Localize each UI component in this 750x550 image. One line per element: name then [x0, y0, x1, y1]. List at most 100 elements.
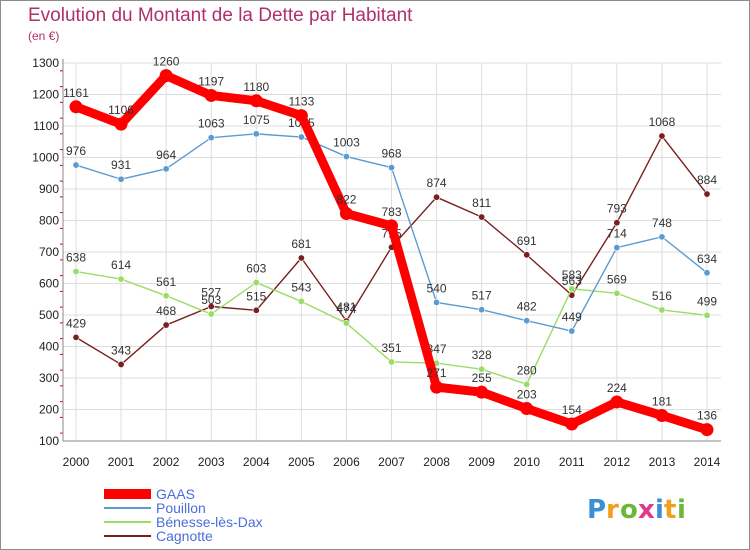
data-point — [433, 193, 441, 201]
data-point — [523, 380, 531, 388]
svg-text:x: x — [638, 495, 655, 525]
data-label: 543 — [291, 280, 311, 294]
data-point — [252, 279, 260, 287]
data-point — [658, 132, 666, 140]
data-label: 468 — [156, 304, 176, 318]
data-point — [523, 317, 531, 325]
data-label: 154 — [562, 403, 582, 417]
data-label: 482 — [517, 300, 537, 314]
y-tick-label: 200 — [39, 403, 59, 417]
data-point — [294, 109, 308, 123]
data-label: 569 — [607, 272, 627, 286]
data-point — [207, 310, 215, 318]
svg-text:r: r — [606, 495, 619, 525]
svg-text:o: o — [620, 495, 638, 525]
y-tick-label: 400 — [39, 340, 59, 354]
data-point — [252, 130, 260, 138]
data-point — [523, 251, 531, 259]
data-label: 884 — [697, 173, 717, 187]
data-label: 429 — [66, 316, 86, 330]
data-label: 563 — [562, 274, 582, 288]
data-point — [72, 161, 80, 169]
x-tick-label: 2003 — [198, 455, 225, 469]
data-point — [568, 327, 576, 335]
x-tick-label: 2004 — [243, 455, 270, 469]
data-label: 1003 — [333, 136, 360, 150]
data-point — [385, 219, 398, 233]
data-label: 503 — [201, 293, 221, 307]
data-point — [117, 360, 125, 368]
data-label: 748 — [652, 216, 672, 230]
data-point — [339, 207, 353, 221]
data-label: 1260 — [153, 55, 180, 69]
data-label: 811 — [472, 196, 491, 210]
data-point — [204, 88, 218, 102]
data-label: 931 — [111, 158, 131, 172]
x-tick-label: 2000 — [63, 455, 90, 469]
data-label: 1133 — [288, 95, 314, 109]
data-point — [252, 306, 260, 314]
data-point — [478, 306, 486, 314]
data-label: 343 — [111, 343, 131, 357]
data-label: 517 — [472, 289, 492, 303]
data-point — [159, 69, 173, 83]
data-label: 603 — [246, 262, 266, 276]
data-label: 328 — [472, 348, 492, 362]
x-tick-label: 2002 — [153, 455, 180, 469]
data-point — [72, 333, 80, 341]
data-label: 136 — [697, 409, 717, 423]
svg-text:P: P — [587, 495, 606, 525]
data-label: 1068 — [649, 115, 676, 129]
chart-subtitle: (en €) — [28, 29, 60, 43]
data-label: 481 — [336, 300, 356, 314]
y-tick-label: 1000 — [32, 151, 59, 165]
series-gaas: 1161 1106 1260 1197 1180 1133 822 783 271 255 203 1… — [63, 55, 717, 437]
data-point — [387, 164, 395, 172]
data-point — [613, 289, 621, 297]
data-point — [117, 275, 125, 283]
data-point — [162, 165, 170, 173]
data-point — [297, 254, 305, 262]
data-label: 499 — [697, 294, 717, 308]
y-tick-label: 900 — [39, 182, 59, 196]
data-label: 449 — [562, 310, 582, 324]
data-label: 1180 — [243, 80, 269, 94]
data-label: 255 — [472, 371, 492, 385]
x-tick-label: 2010 — [513, 455, 540, 469]
svg-text:i: i — [655, 495, 664, 525]
data-label: 540 — [427, 281, 447, 295]
data-point — [613, 244, 621, 252]
svg-text:t: t — [664, 495, 676, 525]
data-label: 351 — [381, 341, 401, 355]
data-point — [610, 395, 624, 409]
data-point — [703, 311, 711, 319]
data-point — [565, 417, 579, 431]
data-label: 1161 — [63, 86, 89, 100]
proxiti-logo: P r o x i t i — [587, 495, 686, 525]
data-point — [114, 117, 128, 131]
data-label: 783 — [381, 205, 401, 219]
data-point — [478, 213, 486, 221]
x-tick-label: 2001 — [108, 455, 135, 469]
data-label: 224 — [607, 381, 627, 395]
data-label: 1197 — [198, 74, 224, 88]
y-tick-label: 800 — [39, 214, 59, 228]
data-label: 474 — [336, 302, 356, 316]
y-tick-label: 100 — [39, 434, 59, 448]
data-label: 1075 — [243, 113, 270, 127]
data-label: 583 — [562, 268, 582, 282]
data-point — [387, 358, 395, 366]
data-label: 347 — [427, 342, 447, 356]
chart-title: Evolution du Montant de la Dette par Hab… — [28, 5, 413, 26]
data-point — [430, 380, 444, 394]
data-point — [162, 292, 170, 300]
svg-text:i: i — [677, 495, 686, 525]
data-point — [703, 269, 711, 277]
data-point — [658, 233, 666, 241]
x-tick-label: 2009 — [468, 455, 495, 469]
data-label: 181 — [652, 394, 672, 408]
